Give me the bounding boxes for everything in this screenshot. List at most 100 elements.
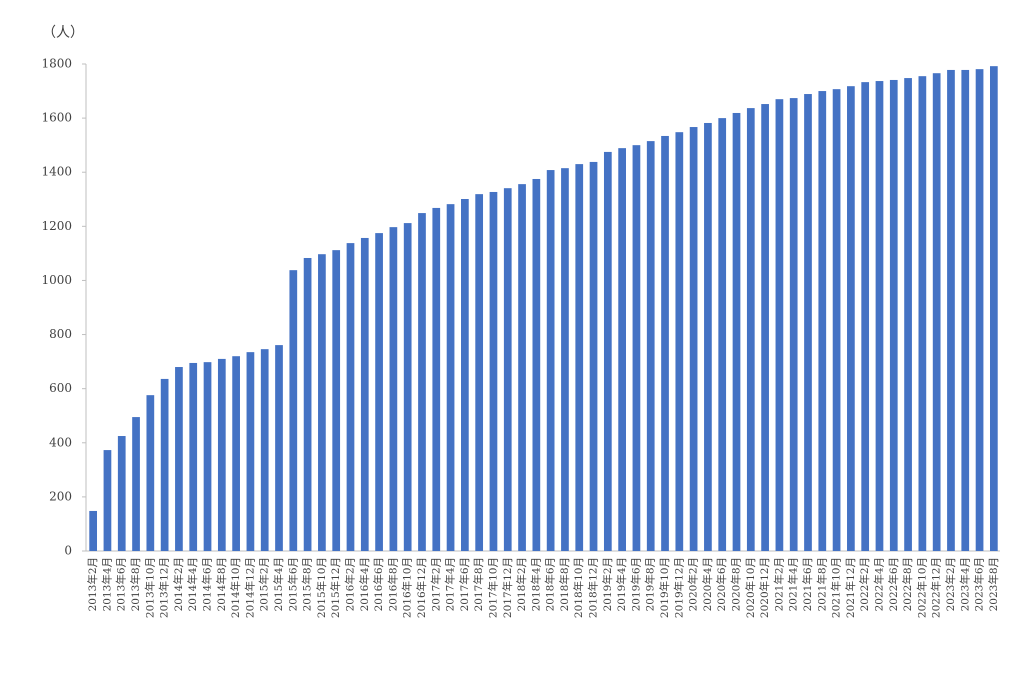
x-tick-label: 2014年4月	[186, 557, 199, 611]
bar	[889, 79, 898, 552]
bar	[117, 436, 126, 551]
y-tick-label: 1000	[41, 273, 72, 287]
y-tick-label: 1800	[41, 57, 72, 71]
x-tick-label: 2016年6月	[372, 557, 385, 611]
bar	[575, 164, 584, 551]
x-tick-label: 2023年6月	[973, 557, 986, 611]
x-tick-label: 2019年8月	[644, 557, 657, 611]
bar	[189, 362, 198, 551]
x-tick-label: 2015年10月	[315, 557, 328, 618]
bar	[203, 362, 212, 551]
y-tick-label: 400	[49, 435, 72, 449]
y-axis-label: （人）	[42, 25, 84, 41]
x-tick-label: 2015年4月	[272, 557, 285, 611]
x-tick-label: 2018年2月	[515, 557, 528, 611]
x-tick-label: 2021年6月	[801, 557, 814, 611]
x-tick-label: 2016年12月	[415, 557, 428, 618]
bar	[89, 510, 98, 551]
bar	[918, 76, 927, 552]
bar	[503, 188, 512, 551]
bar	[904, 78, 912, 552]
x-tick-label: 2014年2月	[172, 557, 185, 611]
bar	[160, 378, 169, 551]
x-tick-label: 2023年2月	[944, 557, 957, 611]
x-tick-label: 2017年10月	[486, 557, 499, 618]
x-tick-label: 2013年2月	[86, 557, 99, 611]
bar	[932, 73, 941, 552]
bar	[375, 233, 383, 551]
bar	[360, 237, 369, 551]
bar	[260, 349, 269, 551]
bar	[232, 356, 240, 551]
x-tick-label: 2020年6月	[715, 557, 728, 611]
bar	[818, 91, 827, 552]
x-tick-label: 2020年2月	[687, 557, 700, 611]
bar	[732, 112, 741, 552]
bar	[661, 135, 669, 551]
x-tick-label: 2017年4月	[444, 557, 457, 611]
x-tick-label: 2019年10月	[658, 557, 671, 618]
bar	[546, 170, 555, 551]
x-tick-label: 2023年4月	[958, 557, 971, 611]
bar	[475, 194, 484, 552]
bar	[461, 199, 469, 552]
bar	[861, 82, 870, 551]
x-tick-label: 2016年2月	[343, 557, 356, 611]
bar	[746, 108, 755, 551]
bar	[146, 395, 155, 551]
bar	[246, 352, 255, 551]
bar	[989, 66, 998, 552]
x-tick-label: 2015年6月	[286, 557, 299, 611]
bar	[346, 243, 355, 551]
x-tick-label: 2022年6月	[887, 557, 900, 611]
bar	[704, 122, 712, 551]
bar	[632, 145, 641, 551]
bar	[289, 270, 298, 551]
bar	[175, 367, 183, 551]
x-tick-label: 2014年10月	[229, 557, 242, 618]
x-tick-label: 2021年8月	[815, 557, 828, 611]
x-tick-label: 2019年6月	[629, 557, 642, 611]
x-tick-label: 2023年8月	[987, 557, 1000, 611]
bar	[847, 86, 855, 552]
bar	[675, 132, 684, 551]
x-tick-label: 2021年12月	[844, 557, 857, 618]
bar	[432, 207, 441, 552]
bar	[875, 81, 884, 552]
y-tick-label: 1600	[41, 111, 72, 125]
x-tick-label: 2022年12月	[930, 557, 943, 618]
bar	[775, 99, 784, 551]
x-tick-label: 2017年6月	[458, 557, 471, 611]
x-tick-label: 2019年2月	[601, 557, 614, 611]
bar	[718, 118, 727, 551]
y-tick-label: 1400	[41, 165, 72, 179]
y-tick-label: 600	[49, 381, 72, 395]
bar	[589, 161, 598, 552]
x-tick-label: 2017年2月	[429, 557, 442, 611]
bar	[761, 104, 769, 551]
bar	[303, 257, 312, 551]
bar	[789, 98, 798, 551]
bar	[446, 204, 455, 552]
x-tick-label: 2013年8月	[129, 557, 142, 611]
bar	[403, 223, 412, 551]
x-tick-label: 2016年8月	[386, 557, 399, 611]
x-tick-label: 2019年12月	[672, 557, 685, 618]
y-tick-label: 1200	[41, 219, 72, 233]
bar	[418, 213, 426, 551]
bar	[217, 358, 226, 551]
x-tick-label: 2020年12月	[758, 557, 771, 618]
bar	[947, 69, 955, 552]
x-tick-label: 2015年12月	[329, 557, 342, 618]
bar	[561, 168, 569, 552]
bar	[646, 141, 655, 551]
bar	[618, 148, 626, 552]
x-tick-label: 2018年4月	[529, 557, 542, 611]
x-tick-label: 2020年8月	[730, 557, 743, 611]
x-tick-label: 2022年4月	[872, 557, 885, 611]
x-tick-label: 2017年8月	[472, 557, 485, 611]
x-tick-label: 2020年4月	[701, 557, 714, 611]
bar	[389, 227, 398, 551]
bar	[489, 191, 498, 551]
x-tick-label: 2014年8月	[215, 557, 228, 611]
